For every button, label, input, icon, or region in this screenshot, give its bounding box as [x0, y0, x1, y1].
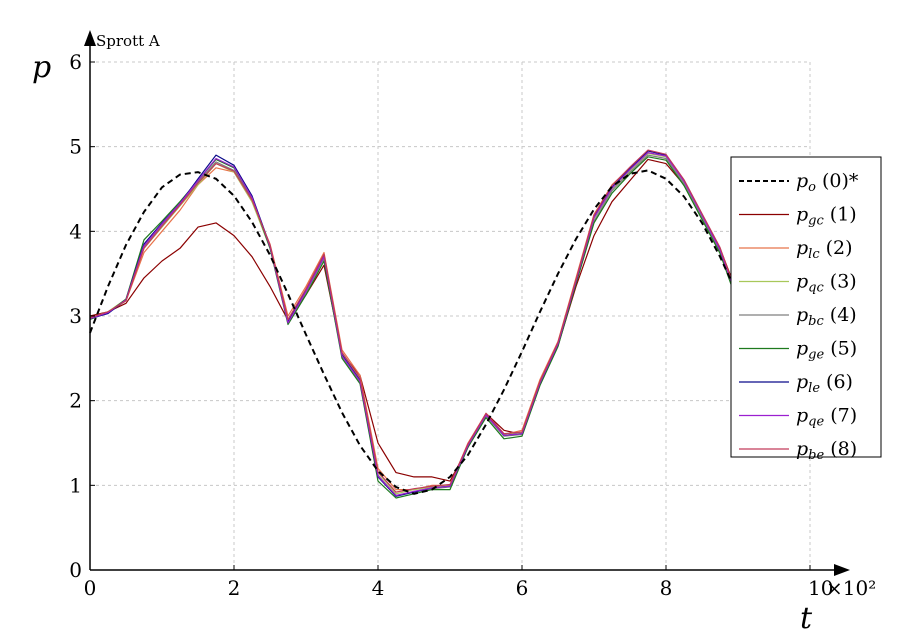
x-axis-label: t: [800, 601, 813, 633]
x-tick-label: 10: [808, 576, 833, 600]
y-tick-label: 0: [69, 558, 82, 582]
legend-label: pbc (4): [796, 304, 857, 329]
x-axis-multiplier: ×10²: [826, 576, 876, 600]
legend-label: pgc (1): [796, 204, 857, 229]
y-tick-label: 4: [69, 219, 82, 243]
legend: po (0)* pgc (1) plc (2) pqc (3) pbc (4) pge (5) ple(…: [730, 156, 882, 463]
x-tick-labels: 0 2 4 6 8 10: [84, 565, 833, 600]
series-line-qc: [89, 152, 739, 495]
x-tick-label: 6: [516, 576, 529, 600]
series-line-be: [89, 149, 739, 493]
y-tick-label: 6: [69, 50, 82, 74]
legend-label: ple (6): [796, 371, 853, 396]
legend-label: pqc (3): [796, 271, 857, 296]
legend-box: [730, 156, 882, 458]
reference-line: [89, 169, 793, 495]
y-tick-labels: 0 1 2 3 4 5 6: [69, 50, 95, 582]
x-tick-label: 2: [228, 576, 241, 600]
y-tick-label: 3: [69, 304, 82, 328]
legend-label: pbe (8): [796, 438, 857, 463]
y-tick-label: 2: [69, 389, 82, 413]
legend-label: po (0)*: [796, 170, 859, 195]
axes: [84, 30, 850, 576]
legend-label: plc (2): [796, 237, 853, 262]
series-line-gc: [89, 158, 739, 482]
y-axis-label: p: [32, 50, 51, 85]
x-axis-arrow: [834, 564, 850, 576]
series-line-qe: [89, 152, 739, 497]
chart-title: Sprott A: [96, 32, 160, 50]
legend-label: pge (5): [796, 338, 857, 363]
y-tick-label: 5: [69, 135, 82, 159]
y-axis-arrow: [84, 30, 96, 46]
x-tick-label: 0: [84, 576, 97, 600]
x-tick-label: 4: [372, 576, 385, 600]
series-layer: [89, 149, 793, 499]
legend-label: pqe (7): [796, 405, 857, 430]
x-tick-label: 8: [660, 576, 673, 600]
y-tick-label: 1: [69, 473, 82, 497]
